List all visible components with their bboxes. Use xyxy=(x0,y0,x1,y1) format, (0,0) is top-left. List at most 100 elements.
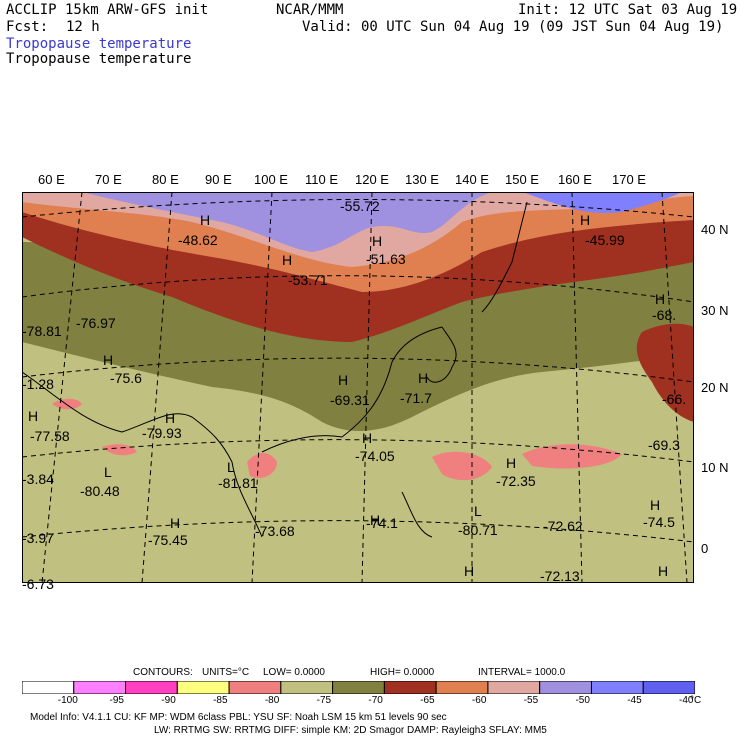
value-label: -1.28 xyxy=(22,376,54,392)
colorbar-swatch xyxy=(332,681,385,694)
value-label: -55.72 xyxy=(340,198,380,214)
colorbar-tick: -100 xyxy=(57,695,78,706)
value-label: -69.31 xyxy=(330,392,370,408)
model-info-line1: Model Info: V4.1.1 CU: KF MP: WDM 6class… xyxy=(30,712,447,723)
latitude-label: 20 N xyxy=(701,380,729,395)
field-subtitle: Tropopause temperature xyxy=(6,51,192,67)
colorbar-unit: °C xyxy=(690,695,702,706)
high-marker: H xyxy=(650,497,661,513)
patch-85-80 xyxy=(52,398,82,410)
high-marker: H xyxy=(580,212,591,228)
colorbar-tick: -50 xyxy=(575,695,590,706)
value-label: -79.93 xyxy=(142,425,182,441)
longitude-label: 80 E xyxy=(152,172,179,187)
units-label: UNITS=°C xyxy=(202,667,250,678)
model-info-line2: LW: RRTMG SW: RRTMG DIFF: simple KM: 2D … xyxy=(154,725,547,736)
colorbar-tick: -60 xyxy=(471,695,487,706)
value-label: -74.5 xyxy=(643,514,675,530)
colorbar-swatch xyxy=(176,681,230,694)
patch-85-80 xyxy=(247,453,277,479)
value-label: -80.48 xyxy=(80,483,120,499)
value-label: -78.81 xyxy=(22,323,62,339)
band-70-65-east xyxy=(636,323,694,422)
high-marker: H xyxy=(28,408,39,424)
forecast-label: Fcst: xyxy=(6,19,49,35)
high-marker: H xyxy=(372,233,383,249)
longitude-label: 130 E xyxy=(405,172,439,187)
longitude-label: 70 E xyxy=(95,172,122,187)
colorbar-swatch xyxy=(642,681,695,694)
value-label: -80.71 xyxy=(458,522,498,538)
value-label: -68. xyxy=(652,307,677,323)
longitude-label: 160 E xyxy=(558,172,592,187)
low-marker: L xyxy=(474,503,482,519)
patch-85-80 xyxy=(102,444,137,456)
high-marker: H xyxy=(370,512,381,528)
contours-label: CONTOURS: xyxy=(133,667,193,678)
colorbar-swatch xyxy=(22,681,75,694)
band-50-45 xyxy=(522,192,682,213)
colorbar-tick: -65 xyxy=(420,695,435,706)
value-label: -69.3 xyxy=(648,437,680,453)
colorbar-tick: -55 xyxy=(523,695,539,706)
longitude-label: 150 E xyxy=(505,172,539,187)
value-label: -66. xyxy=(662,391,687,407)
high-marker: H xyxy=(418,370,429,386)
value-label: -74.05 xyxy=(355,448,395,464)
value-label: -71.7 xyxy=(400,390,432,406)
colorbar-swatch xyxy=(590,681,644,694)
latitude-label: 0 xyxy=(701,541,709,556)
low-marker: L xyxy=(227,459,235,475)
temperature-map xyxy=(22,192,694,583)
high-marker: H xyxy=(282,252,293,268)
colorbar-tick: -45 xyxy=(627,695,642,706)
value-label: -75.45 xyxy=(148,532,188,548)
colorbar-swatch xyxy=(125,681,178,694)
latitude-label: 40 N xyxy=(701,222,729,237)
high-marker: H xyxy=(200,212,211,228)
value-label: -72.62 xyxy=(543,518,583,534)
value-label: -3.97 xyxy=(22,530,54,546)
colorbar-swatch xyxy=(228,681,282,694)
latitude-label: 30 N xyxy=(701,303,729,318)
value-label: -75.6 xyxy=(110,370,142,386)
patch-85-80 xyxy=(522,444,622,469)
init-time: Init: 12 UTC Sat 03 Aug 19 xyxy=(518,2,738,18)
valid-time: Valid: 00 UTC Sun 04 Aug 19 (09 JST Sun … xyxy=(302,19,724,35)
colorbar-tick: -80 xyxy=(264,695,280,706)
value-label: -6.73 xyxy=(22,576,54,592)
high-marker: H xyxy=(165,410,176,426)
value-label: -72.35 xyxy=(496,473,536,489)
colorbar-tick: -95 xyxy=(109,695,124,706)
colorbar xyxy=(22,681,695,694)
value-label: -74.1 xyxy=(366,515,398,531)
colorbar-swatch xyxy=(73,681,127,694)
colorbar-tick: -40 xyxy=(679,695,694,706)
low-label: LOW= 0.0000 xyxy=(263,667,325,678)
longitude-label: 110 E xyxy=(305,172,339,187)
colorbar-tick: -70 xyxy=(368,695,383,706)
value-label: -81.81 xyxy=(218,475,258,491)
longitude-label: 140 E xyxy=(455,172,489,187)
colorbar-tick: -85 xyxy=(213,695,228,706)
band-55-50 xyxy=(82,192,492,252)
value-label: -3.84 xyxy=(22,471,54,487)
value-label: -53.71 xyxy=(288,272,328,288)
value-label: -77.58 xyxy=(30,428,70,444)
longitude-label: 100 E xyxy=(254,172,288,187)
high-marker: H xyxy=(170,515,181,531)
colorbar-swatch xyxy=(280,681,334,694)
high-marker: H xyxy=(338,372,349,388)
value-label: -45.99 xyxy=(585,232,625,248)
low-marker: L xyxy=(104,464,112,480)
value-label: -48.62 xyxy=(178,232,218,248)
high-marker: H xyxy=(658,563,669,579)
longitude-label: 120 E xyxy=(355,172,389,187)
high-label: HIGH= 0.0000 xyxy=(370,667,435,678)
forecast-hour: 12 h xyxy=(66,19,100,35)
value-label: -72.13 xyxy=(540,568,580,584)
colorbar-tick: -75 xyxy=(316,695,332,706)
colorbar-swatch xyxy=(539,681,592,694)
org-label: NCAR/MMM xyxy=(276,2,344,18)
high-marker: H xyxy=(506,455,517,471)
